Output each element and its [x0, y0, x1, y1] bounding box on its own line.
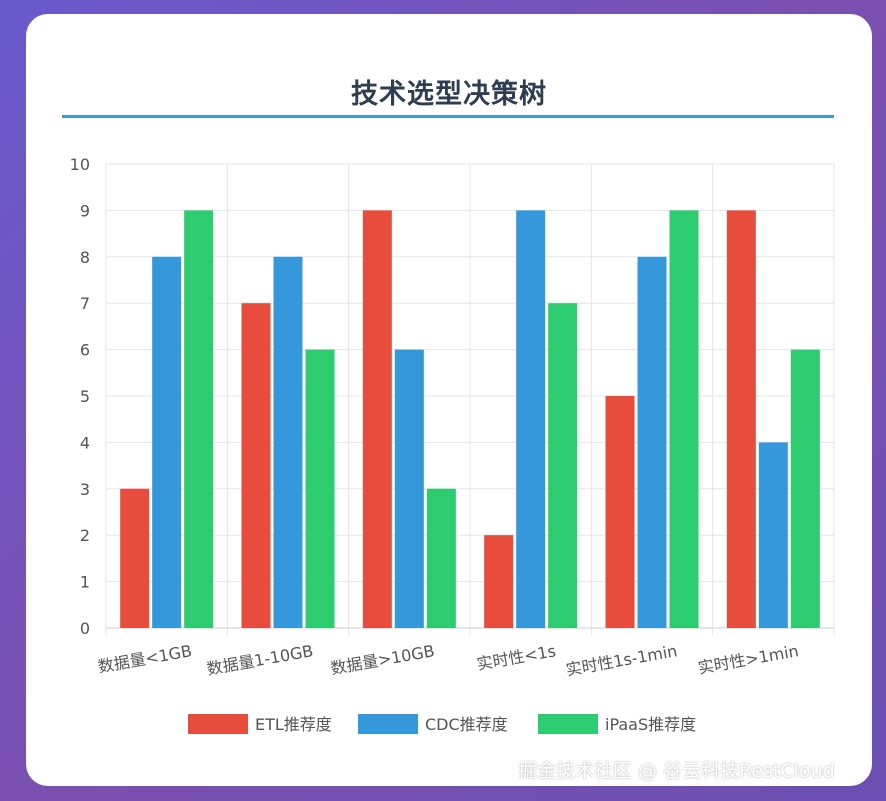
x-tick-label: 数据量<1GB	[97, 641, 194, 676]
x-tick-label: 实时性1s-1min	[564, 641, 678, 679]
bar	[605, 396, 635, 628]
y-tick-label: 6	[80, 341, 90, 360]
page-title: 技术选型决策树	[351, 79, 547, 110]
bar	[637, 256, 667, 628]
legend-label: ETL推荐度	[255, 715, 332, 734]
y-tick-label: 10	[70, 155, 90, 174]
y-axis-ticks: 0 1 2 3 4 5 6 7 8 9 10	[70, 155, 90, 638]
legend-item: CDC推荐度	[358, 714, 508, 734]
x-tick-label: 实时性<1s	[475, 641, 557, 674]
bar	[426, 488, 456, 628]
bar	[184, 210, 214, 628]
legend-label: CDC推荐度	[425, 715, 508, 734]
legend-swatch	[188, 714, 248, 734]
x-axis-ticks: 数据量<1GB 数据量1-10GB 数据量>10GB 实时性<1s 实时性1s-1min…	[97, 641, 800, 679]
bar	[758, 442, 788, 628]
watermark: 掘金技术社区 @ 谷云科技RestCloud	[518, 760, 835, 782]
y-tick-label: 2	[80, 526, 90, 545]
y-tick-label: 0	[80, 619, 90, 638]
bar	[273, 256, 303, 628]
bar	[516, 210, 546, 628]
legend: ETL推荐度 CDC推荐度 iPaaS推荐度	[188, 714, 696, 734]
y-tick-label: 4	[80, 433, 90, 452]
legend-label: iPaaS推荐度	[605, 715, 696, 734]
x-tick-label: 数据量1-10GB	[205, 641, 314, 678]
legend-swatch	[358, 714, 418, 734]
bar	[790, 349, 820, 628]
grid-lines	[105, 163, 835, 635]
bar	[548, 303, 578, 628]
y-tick-label: 3	[80, 480, 90, 499]
bar	[152, 256, 182, 628]
y-tick-label: 7	[80, 294, 90, 313]
bar	[120, 488, 150, 628]
y-tick-label: 9	[80, 201, 90, 220]
bars	[120, 210, 820, 628]
bar	[305, 349, 335, 628]
y-tick-label: 5	[80, 387, 90, 406]
legend-item: iPaaS推荐度	[538, 714, 696, 734]
title-divider	[62, 115, 834, 118]
y-tick-label: 8	[80, 248, 90, 267]
bar	[484, 535, 514, 628]
bar	[669, 210, 699, 628]
y-tick-label: 1	[80, 573, 90, 592]
bar	[241, 303, 271, 628]
bar	[394, 349, 424, 628]
bar	[726, 210, 756, 628]
legend-swatch	[538, 714, 598, 734]
x-tick-label: 实时性>1min	[697, 641, 801, 677]
legend-item: ETL推荐度	[188, 714, 332, 734]
x-tick-label: 数据量>10GB	[329, 641, 436, 678]
bar	[362, 210, 392, 628]
